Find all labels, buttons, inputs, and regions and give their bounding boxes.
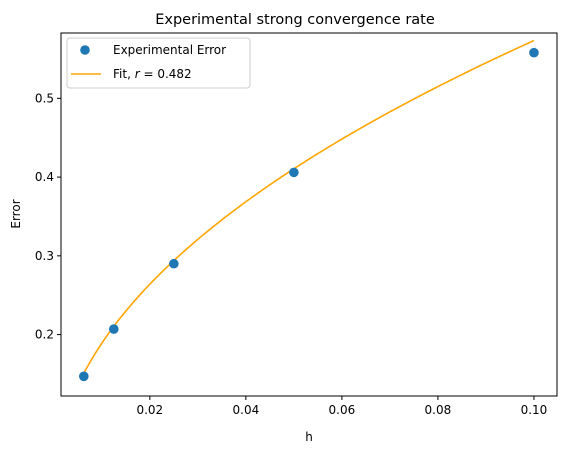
- legend-marker-experimental-error: [80, 45, 90, 55]
- legend: Experimental Error Fit, r = 0.482: [66, 37, 251, 89]
- data-point: [109, 324, 119, 334]
- data-point: [79, 371, 89, 382]
- x-tick-label: 0.04: [233, 403, 260, 417]
- x-axis: 0.02 0.04 0.06 0.08 0.10: [136, 396, 547, 417]
- fit-curve: [83, 39, 535, 374]
- y-axis-label: Error: [9, 199, 23, 228]
- data-point: [289, 167, 299, 178]
- legend-label-experimental-error: Experimental Error: [113, 43, 226, 57]
- legend-label-fit: Fit, r = 0.482: [113, 67, 192, 81]
- axes-frame: [60, 32, 558, 397]
- x-axis-label: h: [305, 430, 313, 444]
- y-axis: 0.2 0.3 0.4 0.5: [35, 91, 61, 342]
- x-tick-label: 0.10: [521, 403, 548, 417]
- x-tick-label: 0.02: [136, 403, 163, 417]
- legend-box: [66, 37, 251, 89]
- y-tick-label: 0.3: [35, 249, 54, 263]
- data-point: [529, 47, 539, 58]
- chart-title: Experimental strong convergence rate: [155, 12, 435, 28]
- x-tick-label: 0.08: [425, 403, 452, 417]
- y-tick-label: 0.2: [35, 328, 54, 342]
- data-point: [169, 258, 179, 269]
- x-tick-label: 0.06: [329, 403, 356, 417]
- y-tick-label: 0.4: [35, 170, 54, 184]
- y-tick-label: 0.5: [35, 91, 54, 105]
- plot-area: [79, 39, 539, 382]
